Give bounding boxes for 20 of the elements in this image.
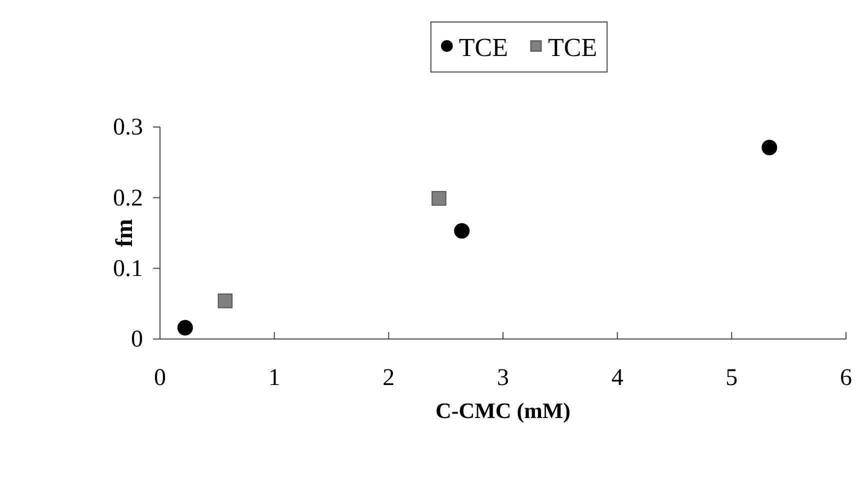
y-tick-label: 0.3 <box>113 114 143 141</box>
x-tick-label: 0 <box>154 365 166 392</box>
x-tick-label: 1 <box>268 365 280 392</box>
x-tick-label: 6 <box>840 365 852 392</box>
x-tick-label: 2 <box>382 365 395 392</box>
point <box>762 140 778 156</box>
x-tick-label: 4 <box>611 365 624 392</box>
point <box>218 293 233 308</box>
legend-label: TCE <box>458 33 508 62</box>
x-tick-label: 3 <box>497 365 509 392</box>
point <box>177 320 193 336</box>
y-tick-label: 0.1 <box>113 256 143 282</box>
legend-label: TCE <box>548 33 598 62</box>
y-tick-label: 0.2 <box>113 185 143 212</box>
x-axis-title: C-CMC (mM) <box>436 398 570 423</box>
point <box>454 223 470 239</box>
y-tick-label: 0 <box>131 326 143 353</box>
x-tick-label: 5 <box>726 365 738 392</box>
point <box>432 190 446 206</box>
y-axis-title: fm <box>112 219 138 247</box>
